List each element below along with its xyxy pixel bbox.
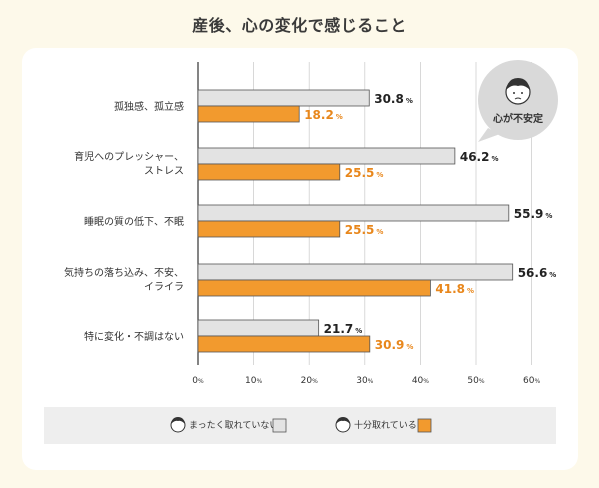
category-label: 特に変化・不調はない xyxy=(84,330,184,343)
bar-grey xyxy=(197,147,456,165)
category-label: 睡眠の質の低下、不眠 xyxy=(84,215,184,228)
callout-bubble: 心が不安定 xyxy=(478,60,558,142)
person-face-icon xyxy=(335,417,351,433)
legend-swatch-grey xyxy=(272,418,287,433)
x-tick-label: 40% xyxy=(412,376,429,386)
bar-orange xyxy=(197,279,431,297)
data-label: 56.6% xyxy=(518,266,557,280)
category-label: イライラ xyxy=(144,281,184,293)
bar-orange xyxy=(197,335,371,353)
data-label: 41.8% xyxy=(435,282,474,296)
bar-orange xyxy=(197,163,341,181)
x-tick-label: 0% xyxy=(192,376,204,386)
category-label: 育児へのプレッシャー、 xyxy=(74,150,184,163)
data-label: 21.7% xyxy=(324,322,363,336)
x-ticks: 0% 10% 20% 30% 40% 50% 60% xyxy=(192,376,540,386)
x-tick-label: 60% xyxy=(523,376,540,386)
x-tick-label: 10% xyxy=(245,376,262,386)
data-label: 25.5% xyxy=(345,223,384,237)
legend-swatch-orange xyxy=(417,418,432,433)
bars xyxy=(197,89,514,353)
callout-label: 心が不安定 xyxy=(493,112,543,125)
bar-grey xyxy=(197,319,320,337)
labels: 孤独感、孤立感 30.8 % 18.2 % 育児へのプレッシャー、ストレス 46.2 % 25.… xyxy=(64,92,556,352)
person-worried-icon xyxy=(505,78,531,105)
chart-title: 産後、心の変化で感じること xyxy=(192,16,407,35)
legend: まったく取れていない 十分取れている xyxy=(44,407,556,444)
data-label: 55.9% xyxy=(514,207,553,221)
category-label: 気持ちの落ち込み、不安、 xyxy=(64,266,184,279)
legend-label-grey: まったく取れていない xyxy=(189,420,278,431)
data-label: 46.2% xyxy=(460,150,499,164)
data-label: 25.5% xyxy=(345,166,384,180)
data-label: 30.8% xyxy=(374,92,413,106)
bar-orange xyxy=(197,220,341,238)
category-label: 孤独感、孤立感 xyxy=(114,100,184,113)
bar-grey xyxy=(197,204,510,222)
x-tick-label: 20% xyxy=(301,376,318,386)
legend-label-orange: 十分取れている xyxy=(354,419,417,431)
bar-grey xyxy=(197,89,370,107)
person-face-icon xyxy=(170,417,186,433)
x-tick-label: 50% xyxy=(467,376,484,386)
x-tick-label: 30% xyxy=(356,376,373,386)
bar-grey xyxy=(197,263,514,281)
bar-orange xyxy=(197,105,300,123)
data-label: 18.2% xyxy=(304,108,343,122)
data-label: 30.9% xyxy=(375,338,414,352)
category-label: ストレス xyxy=(144,166,184,177)
